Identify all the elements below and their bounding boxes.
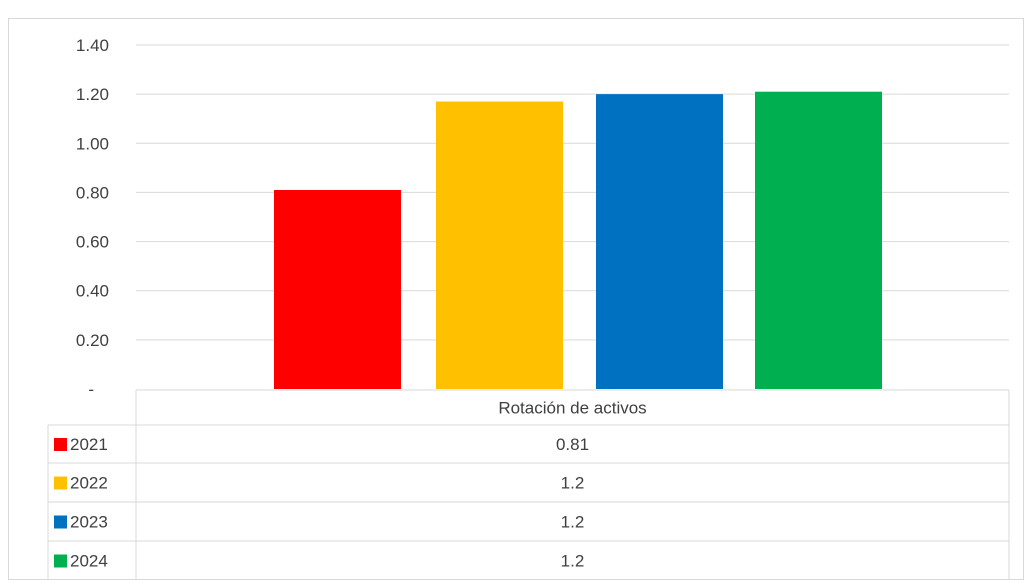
y-axis-tick-labels: - 0.20 0.40 0.60 0.80 1.00 1.20 1.40 xyxy=(76,36,109,399)
data-value-2021: 0.81 xyxy=(556,435,589,454)
data-value-2024: 1.2 xyxy=(561,552,585,571)
bar-chart: - 0.20 0.40 0.60 0.80 1.00 1.20 1.40 Rotación d… xyxy=(47,36,1010,580)
y-tick-label: 0.20 xyxy=(76,331,109,350)
bar-2022 xyxy=(436,101,563,389)
legend-label-2022: 2022 xyxy=(70,474,108,493)
bar-2024 xyxy=(755,91,882,389)
data-table: Rotación de activos 2021 0.81 2022 1.2 2023 1.… xyxy=(47,389,1010,580)
y-tick-label: - xyxy=(88,380,94,399)
legend-swatch-2024 xyxy=(54,554,67,568)
data-value-2022: 1.2 xyxy=(561,474,585,493)
y-tick-label: 0.40 xyxy=(76,282,109,301)
data-value-2023: 1.2 xyxy=(561,513,585,532)
bar-2021 xyxy=(274,189,401,389)
legend-swatch-2021 xyxy=(54,438,67,451)
bar-2023 xyxy=(596,94,723,390)
legend-label-2021: 2021 xyxy=(70,435,108,454)
y-tick-label: 1.00 xyxy=(76,134,109,153)
legend-swatch-2023 xyxy=(54,515,67,529)
y-tick-label: 1.40 xyxy=(76,36,109,55)
legend-label-2023: 2023 xyxy=(70,513,108,532)
legend-swatch-2022 xyxy=(54,476,67,490)
y-tick-label: 1.20 xyxy=(76,85,109,104)
y-tick-label: 0.60 xyxy=(76,233,109,252)
category-label: Rotación de activos xyxy=(498,399,646,418)
bars xyxy=(274,91,882,390)
chart-area: - 0.20 0.40 0.60 0.80 1.00 1.20 1.40 Rotación d… xyxy=(8,18,1024,580)
y-tick-label: 0.80 xyxy=(76,183,109,202)
legend-label-2024: 2024 xyxy=(70,552,108,571)
